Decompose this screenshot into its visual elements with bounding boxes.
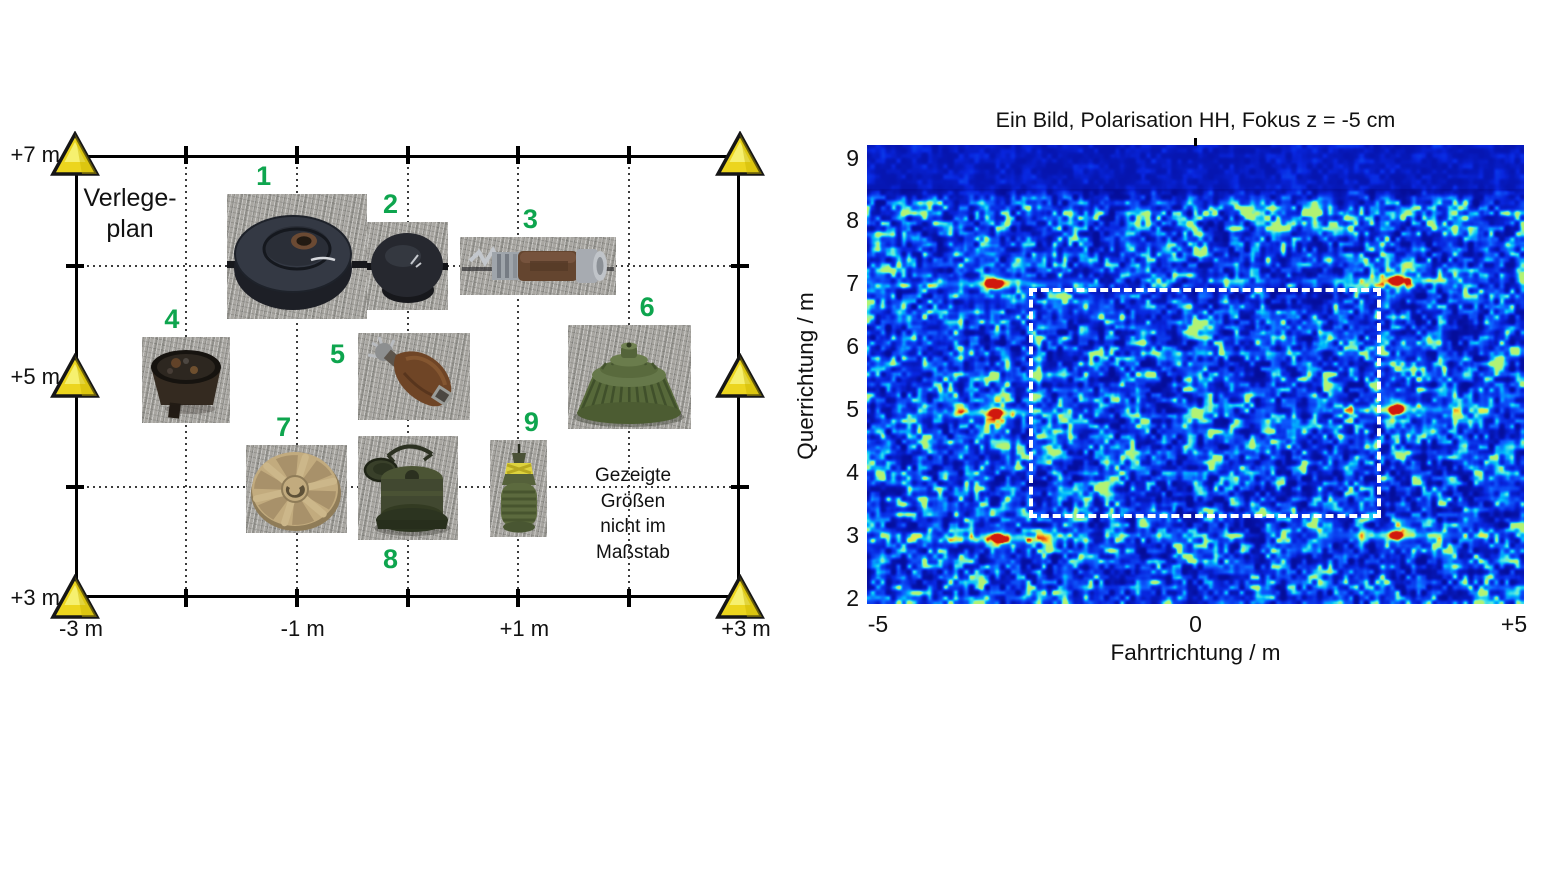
- scale-note-line3: nicht im: [600, 516, 666, 538]
- radar-y-tick: 6: [846, 333, 859, 360]
- mine-photo-5: [357, 333, 470, 420]
- mine-number-2: 2: [382, 188, 399, 219]
- mine-photo-7: [246, 445, 348, 534]
- mine-illustration-4: [150, 349, 221, 419]
- radar-y-tick: 4: [846, 458, 859, 485]
- plan-tick: [294, 589, 299, 607]
- plan-tick: [516, 146, 521, 164]
- yellow-triangle-icon: [50, 573, 100, 619]
- mine-illustration-2: [367, 232, 448, 303]
- mine-number-9: 9: [523, 406, 539, 437]
- yellow-triangle-icon: [715, 573, 765, 619]
- mine-illustration-7: [251, 452, 342, 532]
- mine-number-4: 4: [164, 303, 180, 334]
- radar-heatmap-canvas: [867, 145, 1524, 604]
- radar-y-tick: 8: [846, 207, 859, 234]
- plan-row-label: +3 m: [10, 585, 60, 610]
- radar-title: Ein Bild, Polarisation HH, Fokus z = -5 …: [995, 108, 1396, 132]
- mine-number-5: 5: [329, 339, 346, 369]
- plan-title-line2: plan: [106, 214, 154, 243]
- mine-photo-4: [141, 336, 230, 423]
- survey-triangle-marker: [50, 573, 100, 620]
- mine-illustration-5: [367, 336, 453, 407]
- plan-tick: [731, 485, 749, 490]
- survey-triangle-marker: [50, 351, 100, 399]
- plan-grid-line-v: [295, 155, 298, 598]
- mine-photo-3: [460, 236, 617, 295]
- mine-photo-2: [367, 221, 448, 310]
- survey-triangle-marker: [715, 130, 765, 177]
- plan-row-label: +7 m: [10, 142, 60, 167]
- plan-tick: [627, 589, 632, 607]
- plan-tick: [405, 589, 410, 607]
- plan-tick: [183, 146, 188, 164]
- mine-number-3: 3: [522, 203, 538, 234]
- scale-note: Gezeigte Größen nicht im Maßstab: [583, 461, 683, 568]
- mine-illustration-8: [363, 444, 450, 537]
- mine-photo-8: [357, 436, 458, 541]
- mine-photo-9: [489, 439, 547, 537]
- plan-title: Verlege- plan: [78, 183, 182, 244]
- mine-number-1: 1: [256, 161, 272, 192]
- mine-number-8: 8: [382, 544, 399, 575]
- mine-photo-1: [226, 194, 367, 320]
- mine-illustration-3: [462, 245, 615, 283]
- yellow-triangle-icon: [50, 351, 100, 398]
- scale-note-line4: Maßstab: [596, 541, 670, 563]
- radar-panel: Ein Bild, Polarisation HH, Fokus z = -5 …: [790, 0, 1542, 873]
- mine-photo-6: [567, 324, 691, 429]
- radar-ylabel: Querrichtung / m: [793, 292, 818, 460]
- yellow-triangle-icon: [50, 130, 100, 176]
- radar-x-tick: -5: [867, 611, 889, 637]
- plan-row-label: +5 m: [10, 363, 60, 389]
- radar-y-tick: 9: [846, 144, 859, 171]
- radar-x-tick: 0: [1189, 611, 1202, 637]
- radar-y-tick: 7: [846, 270, 859, 297]
- mine-illustration-6: [573, 342, 684, 427]
- radar-y-tick: 2: [846, 584, 859, 611]
- mine-number-6: 6: [639, 291, 655, 322]
- plan-tick: [183, 589, 188, 607]
- mine-number-7: 7: [276, 412, 292, 443]
- survey-triangle-marker: [715, 573, 765, 620]
- plan-col-label: -3 m: [59, 616, 103, 641]
- plan-tick: [627, 146, 632, 164]
- survey-triangle-marker: [50, 130, 100, 177]
- radar-y-tick: 5: [846, 396, 859, 423]
- plan-grid-line-v: [517, 155, 520, 598]
- layout-plan-panel: Verlege- plan Gezeigte Größen nicht im M…: [10, 130, 771, 641]
- plan-tick: [66, 485, 84, 490]
- plan-col-label: +1 m: [499, 616, 550, 641]
- yellow-triangle-icon: [715, 130, 765, 176]
- plan-tick: [66, 263, 84, 268]
- plan-col-label: +3 m: [721, 616, 771, 641]
- scale-note-line2: Größen: [600, 490, 666, 512]
- roi-dashed-rect: [1029, 287, 1382, 518]
- yellow-triangle-icon: [715, 351, 765, 398]
- plan-tick: [405, 146, 410, 164]
- plan-title-line1: Verlege-: [83, 184, 177, 212]
- radar-xlabel: Fahrtrichtung / m: [1110, 640, 1281, 665]
- radar-top-tick: [1194, 138, 1197, 146]
- plan-tick: [294, 146, 299, 164]
- radar-x-tick: +5: [1500, 611, 1528, 637]
- mine-illustration-1: [226, 215, 367, 311]
- scale-note-line1: Gezeigte: [594, 465, 672, 486]
- plan-col-label: -1 m: [280, 616, 325, 641]
- survey-triangle-marker: [715, 351, 765, 399]
- plan-tick: [731, 263, 749, 268]
- radar-y-tick: 3: [846, 521, 859, 548]
- plan-tick: [516, 589, 521, 607]
- mine-illustration-9: [500, 443, 537, 533]
